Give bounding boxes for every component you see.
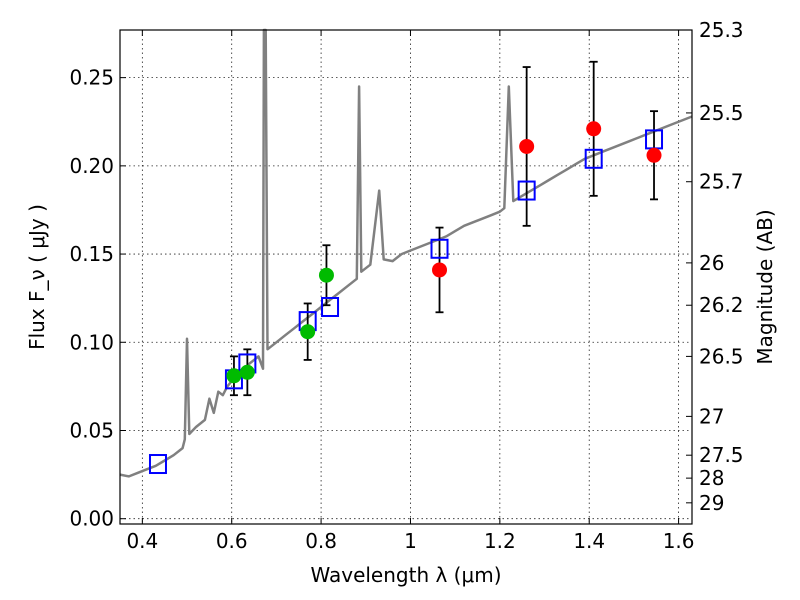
error-bars-layer [230,62,658,395]
y2-tick-label: 25.3 [699,18,744,42]
x-tick-label: 1.6 [663,529,695,553]
y2-axis-label: Magnitude (AB) [753,209,777,364]
x-tick-label: 1.2 [484,529,516,553]
y2-tick-label: 26.5 [699,344,744,368]
y-axis-ticks: 0.00 0.05 0.10 0.15 0.20 0.25 [69,66,126,531]
photometry-point [300,324,315,339]
x-tick-label: 1.4 [573,529,605,553]
plot-frame [120,30,692,524]
photometry-point [586,121,601,136]
y-tick-label: 0.20 [69,154,114,178]
y2-tick-label: 26 [699,251,724,275]
y2-tick-label: 25.5 [699,101,744,125]
y-tick-label: 0.10 [69,330,114,354]
y2-tick-label: 26.2 [699,293,744,317]
x-tick-label: 1 [404,529,417,553]
y-tick-label: 0.05 [69,418,114,442]
photometry-point [647,148,662,163]
x-tick-label: 0.6 [216,529,248,553]
observed-photometry-layer [226,121,661,383]
model-sed-line [120,30,692,476]
x-axis-label: Wavelength λ (μm) [310,563,501,587]
model-sed-layer [120,30,692,476]
photometry-point [519,139,534,154]
y-tick-label: 0.15 [69,242,114,266]
y-tick-label: 0.25 [69,66,114,90]
y2-tick-label: 28 [699,466,724,490]
model-photometry-layer [150,130,662,473]
photometry-point [319,268,334,283]
photometry-point [432,262,447,277]
x-tick-label: 0.8 [305,529,337,553]
y-axis-label: Flux F_ν ( μJy ) [25,204,49,350]
photometry-point [226,368,241,383]
photometry-point [240,365,255,380]
y2-tick-label: 27 [699,404,724,428]
sed-chart: 0.4 0.6 0.8 1 1.2 1.4 1.6 0.00 0.05 0.10 0.15 0.20… [0,0,800,600]
y2-tick-label: 25.7 [699,170,744,194]
x-tick-label: 0.4 [126,529,158,553]
y-tick-label: 0.00 [69,507,114,531]
y2-tick-label: 29 [699,491,724,515]
grid-lines [120,30,692,524]
y2-tick-label: 27.5 [699,443,744,467]
